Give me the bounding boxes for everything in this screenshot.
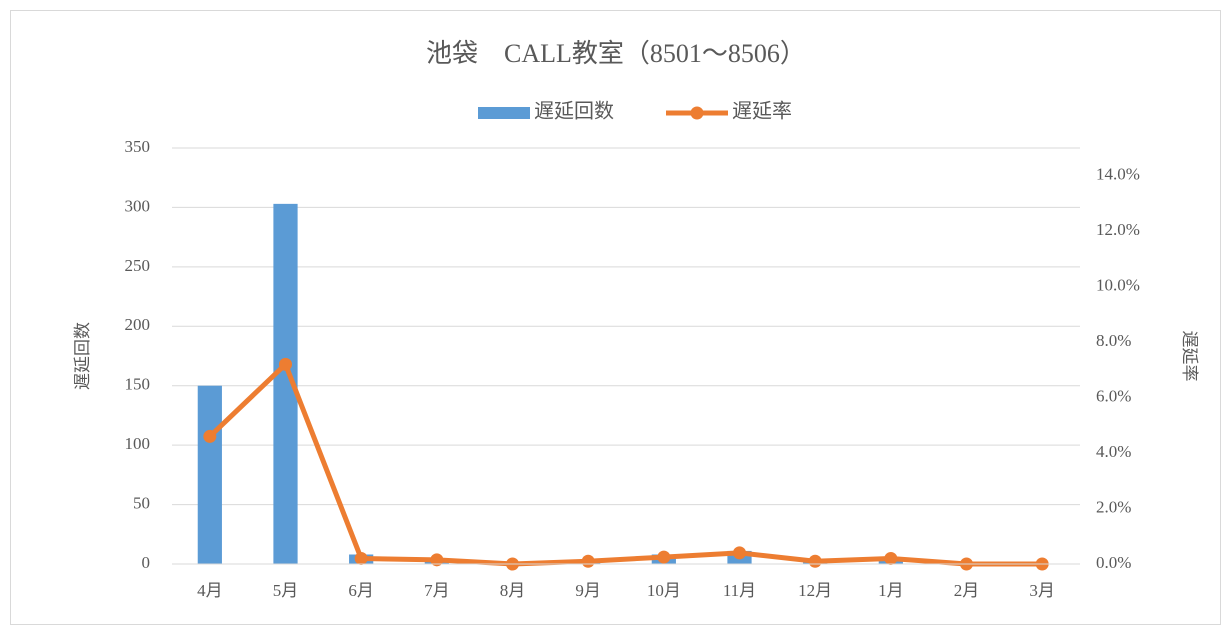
x-tick-label: 1月 <box>878 581 904 600</box>
y2-tick-label: 12.0% <box>1096 220 1140 239</box>
legend-label: 遅延率 <box>732 100 792 123</box>
x-tick-label: 9月 <box>575 581 601 600</box>
x-tick-label: 3月 <box>1029 581 1055 600</box>
y-tick-label: 200 <box>125 315 151 334</box>
y2-tick-label: 14.0% <box>1096 165 1140 184</box>
y-tick-label: 0 <box>142 553 151 572</box>
x-tick-label: 12月 <box>798 581 832 600</box>
legend-swatch <box>478 107 530 119</box>
y2-tick-label: 10.0% <box>1096 276 1140 295</box>
y2-tick-label: 6.0% <box>1096 387 1131 406</box>
legend-label: 遅延回数 <box>534 100 614 123</box>
y-tick-label: 100 <box>125 434 151 453</box>
line <box>208 361 1043 567</box>
y-axis-title: 遅延回数 <box>73 322 92 390</box>
x-tick-label: 4月 <box>197 581 223 600</box>
line-marker <box>203 429 217 443</box>
line-marker <box>581 554 595 568</box>
x-tick-label: 11月 <box>723 581 756 600</box>
y2-tick-label: 4.0% <box>1096 442 1131 461</box>
line-marker <box>430 553 444 567</box>
line-marker <box>279 357 292 371</box>
chart-border <box>10 10 1221 625</box>
chart-title: 池袋 CALL教室（8501～8506） <box>426 39 806 68</box>
y-tick-label: 350 <box>125 137 151 156</box>
x-tick-label: 7月 <box>424 581 450 600</box>
line-marker <box>657 550 671 564</box>
legend-swatch-marker <box>690 106 704 120</box>
x-tick-label: 10月 <box>647 581 681 600</box>
y2-tick-label: 2.0% <box>1096 497 1131 516</box>
x-tick-label: 8月 <box>500 581 526 600</box>
line-marker <box>733 546 746 560</box>
line-marker <box>884 551 898 565</box>
bar <box>197 385 222 564</box>
line-marker <box>808 554 822 568</box>
y-tick-label: 300 <box>125 196 151 215</box>
y-tick-label: 250 <box>125 256 151 275</box>
y-tick-label: 150 <box>125 375 151 394</box>
y-tick-label: 50 <box>133 493 150 512</box>
x-tick-label: 5月 <box>273 581 299 600</box>
y2-tick-label: 8.0% <box>1096 331 1131 350</box>
line-marker <box>354 551 368 565</box>
x-tick-label: 2月 <box>954 581 980 600</box>
y2-tick-label: 0.0% <box>1096 553 1131 572</box>
x-tick-label: 6月 <box>348 581 374 600</box>
y2-axis-title: 遅延率 <box>1180 331 1199 382</box>
